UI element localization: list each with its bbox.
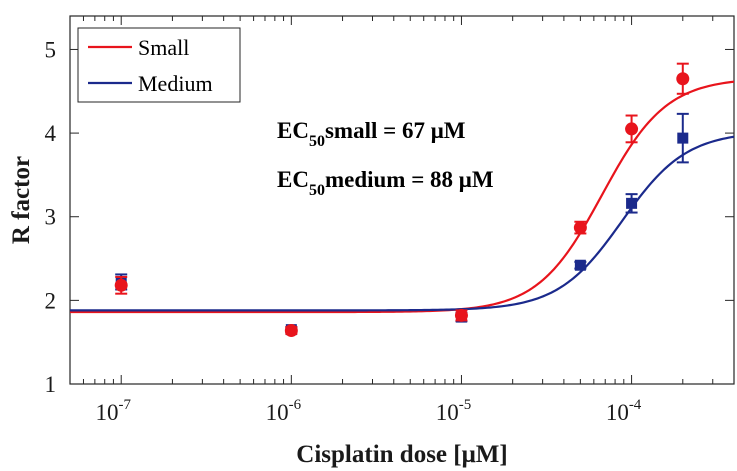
y-tick-label: 2 <box>45 288 57 313</box>
marker-circle <box>114 278 128 292</box>
marker-square <box>677 132 689 144</box>
x-tick-exponent: -7 <box>118 397 131 413</box>
ec50-medium-annotation: EC50medium = 88 μM <box>277 167 494 199</box>
marker-square <box>574 259 586 271</box>
x-tick-base: 10 <box>95 400 118 425</box>
marker-square <box>626 197 638 209</box>
data-point-small <box>284 323 298 337</box>
legend-label-small: Small <box>138 35 189 60</box>
x-axis: 10-7 10-6 10-5 10-4 <box>69 16 735 425</box>
x-tick-base: 10 <box>606 400 629 425</box>
ec50-medium-rest: medium = 88 μM <box>325 167 494 192</box>
data-point-medium <box>625 193 638 214</box>
x-axis-label: Cisplatin dose [μM] <box>296 441 507 468</box>
data-point-small <box>454 308 468 322</box>
y-tick-label: 1 <box>45 372 57 397</box>
plot-area <box>69 15 735 385</box>
marker-circle <box>454 308 468 322</box>
y-tick-label: 4 <box>45 121 57 146</box>
y-axis-label: R factor <box>8 156 35 244</box>
data-point-small <box>573 220 587 235</box>
x-tick-label: 10-5 <box>436 397 472 425</box>
x-tick-label: 10-4 <box>606 397 642 425</box>
x-tick-base: 10 <box>266 400 289 425</box>
ec50-small-sub: 50 <box>309 133 325 150</box>
marker-circle <box>284 323 298 337</box>
ec50-small-main: EC <box>277 118 309 143</box>
x-tick-exponent: -5 <box>459 397 472 413</box>
ec50-small-annotation: EC50small = 67 μM <box>277 118 466 150</box>
y-axis: 1 2 3 4 5 <box>45 37 734 397</box>
fit-curves <box>70 80 735 314</box>
y-tick-label: 5 <box>45 37 57 62</box>
marker-circle <box>676 72 690 86</box>
ec50-small-rest: small = 67 μM <box>325 118 466 143</box>
data-point-small <box>625 114 639 144</box>
legend: Small Medium <box>77 27 241 103</box>
fit-curve-medium <box>70 135 735 312</box>
x-tick-base: 10 <box>436 400 459 425</box>
data-points <box>114 62 690 337</box>
fit-curve-small <box>70 80 735 314</box>
legend-box <box>77 27 241 103</box>
x-tick-label: 10-7 <box>95 397 131 425</box>
data-point-small <box>676 62 690 95</box>
x-tick-exponent: -6 <box>289 397 302 413</box>
ec50-medium-main: EC <box>277 167 309 192</box>
marker-circle <box>625 122 639 136</box>
data-point-medium <box>676 112 689 164</box>
legend-label-medium: Medium <box>138 71 213 96</box>
data-point-small <box>114 275 128 295</box>
y-tick-label: 3 <box>45 205 57 230</box>
x-tick-exponent: -4 <box>629 397 642 413</box>
ec50-medium-sub: 50 <box>309 182 325 199</box>
data-point-medium <box>574 259 587 271</box>
marker-circle <box>573 221 587 235</box>
x-tick-label: 10-6 <box>266 397 302 425</box>
